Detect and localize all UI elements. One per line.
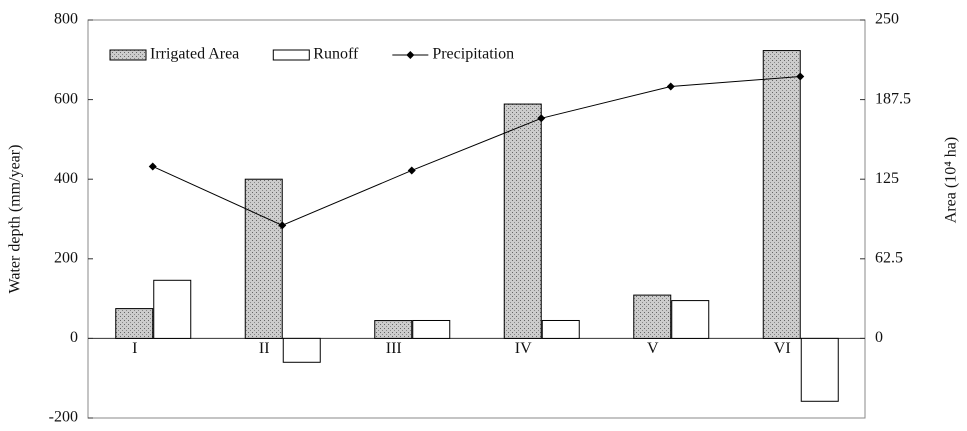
marker bbox=[666, 82, 675, 91]
y2-axis-title: Area (10⁴ ha) bbox=[943, 137, 960, 223]
bar bbox=[244, 178, 283, 339]
y-tick-label: 200 bbox=[54, 249, 78, 266]
x-tick-label: III bbox=[386, 340, 402, 357]
bar bbox=[115, 308, 154, 339]
bar bbox=[762, 50, 801, 339]
legend-swatch bbox=[109, 49, 147, 61]
legend-label: Irrigated Area bbox=[150, 46, 239, 63]
bar bbox=[282, 337, 321, 363]
x-tick-label: I bbox=[132, 340, 137, 357]
marker bbox=[796, 72, 805, 81]
y2-tick-label: 0 bbox=[875, 329, 883, 346]
bar bbox=[541, 319, 580, 339]
bar bbox=[153, 279, 192, 339]
bar bbox=[412, 319, 451, 339]
x-tick-label: VI bbox=[774, 340, 791, 357]
marker bbox=[537, 114, 546, 123]
x-tick-label: IV bbox=[515, 340, 532, 357]
bar bbox=[800, 337, 839, 402]
bar bbox=[503, 103, 542, 339]
legend-label: Runoff bbox=[313, 46, 359, 63]
y2-tick-label: 187.5 bbox=[875, 90, 911, 107]
y-tick-label: 400 bbox=[54, 170, 78, 187]
bar bbox=[671, 300, 710, 339]
y-axis-title: Water depth (mm/year) bbox=[7, 145, 24, 294]
y-tick-label: 0 bbox=[70, 329, 78, 346]
bar bbox=[374, 320, 413, 339]
y-tick-label: 800 bbox=[54, 11, 78, 28]
x-tick-label: II bbox=[259, 340, 270, 357]
y2-tick-label: 125 bbox=[875, 170, 899, 187]
marker bbox=[407, 166, 416, 175]
legend-swatch bbox=[272, 49, 310, 61]
y2-tick-label: 250 bbox=[875, 11, 899, 28]
x-tick-label: V bbox=[647, 340, 659, 357]
legend-swatch bbox=[406, 51, 415, 59]
marker bbox=[278, 221, 287, 230]
y-tick-label: -200 bbox=[49, 409, 78, 426]
y-tick-label: 600 bbox=[54, 90, 78, 107]
line bbox=[152, 76, 801, 226]
marker bbox=[148, 162, 157, 171]
bar bbox=[633, 294, 672, 339]
plot-frame bbox=[87, 19, 866, 419]
legend-label: Precipitation bbox=[432, 46, 514, 63]
y2-tick-label: 62.5 bbox=[875, 249, 903, 266]
